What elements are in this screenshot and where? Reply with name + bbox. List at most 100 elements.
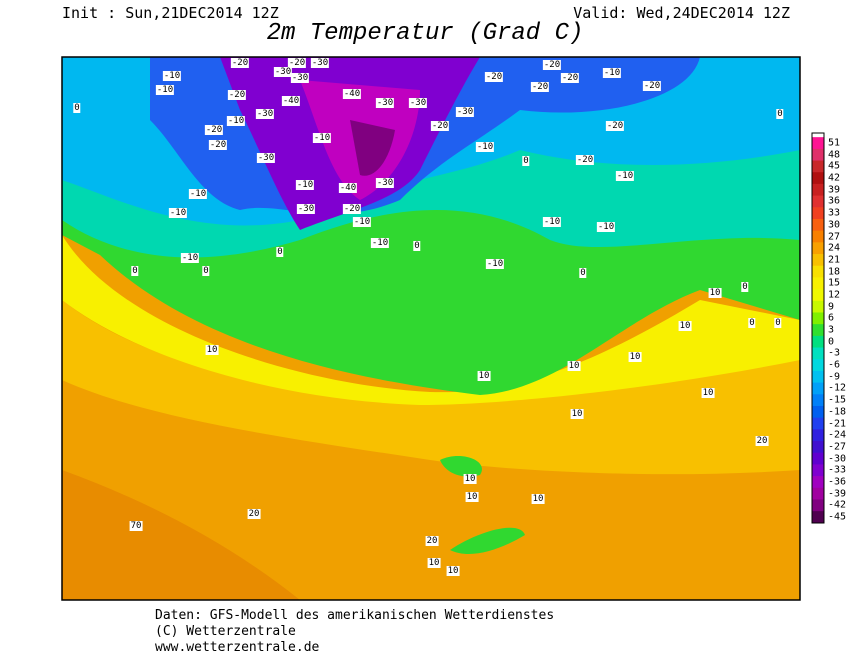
contour-label: 10 — [463, 474, 477, 484]
colorbar-label: 42 — [828, 172, 841, 184]
contour-label: -20 — [560, 73, 580, 83]
contour-label: -20 — [642, 81, 662, 91]
contour-label: -10 — [596, 222, 616, 232]
colorbar-band — [812, 160, 824, 173]
colorbar-band — [812, 265, 824, 278]
contour-label: -10 — [168, 208, 188, 218]
contour-label: -30 — [375, 178, 395, 188]
colorbar-label: 12 — [828, 289, 841, 301]
contour-label: 0 — [579, 268, 587, 278]
colorbar-band — [812, 195, 824, 208]
colorbar-band — [812, 370, 824, 384]
contour-label: -10 — [155, 85, 175, 95]
contour-label: -30 — [310, 58, 330, 68]
contour-label: -10 — [188, 189, 208, 199]
colorbar-band — [812, 335, 824, 349]
contour-label: -10 — [475, 142, 495, 152]
contour-label: 10 — [708, 288, 722, 298]
colorbar-band — [812, 242, 824, 255]
contour-label: -10 — [485, 259, 505, 269]
colorbar-label: 48 — [828, 149, 841, 161]
contour-label: 10 — [477, 371, 491, 381]
colorbar-label: 45 — [828, 160, 841, 172]
contour-label: 0 — [741, 282, 749, 292]
colorbar-band — [812, 405, 824, 419]
contour-label: 10 — [427, 558, 441, 568]
contour-label: 10 — [570, 409, 584, 419]
contour-label: -20 — [575, 155, 595, 165]
colorbar-band — [812, 230, 824, 243]
contour-label: -10 — [602, 68, 622, 78]
colorbar-label: -12 — [828, 382, 847, 394]
colorbar-label: 9 — [828, 301, 835, 313]
colorbar-label: -24 — [828, 429, 847, 441]
temperature-field — [62, 57, 800, 600]
colorbar-label: 36 — [828, 195, 841, 207]
contour-label: -10 — [312, 133, 332, 143]
contour-label: -20 — [227, 90, 247, 100]
colorbar-band — [812, 172, 824, 185]
colorbar-label: -18 — [828, 406, 847, 418]
colorbar-label: 51 — [828, 137, 841, 149]
colorbar-band — [812, 289, 824, 302]
colorbar-band — [812, 277, 824, 290]
contour-label: -20 — [208, 140, 228, 150]
contour-label: -30 — [256, 153, 276, 163]
contour-label: -10 — [295, 180, 315, 190]
contour-label: -10 — [370, 238, 390, 248]
colorbar-label: 33 — [828, 207, 841, 219]
colorbar-band — [812, 137, 824, 150]
colorbar-band — [812, 417, 824, 430]
colorbar-label: 0 — [828, 336, 835, 348]
colorbar-label: -9 — [828, 371, 841, 383]
contour-label: 10 — [628, 352, 642, 362]
contour-label: -30 — [375, 98, 395, 108]
colorbar-frame — [811, 132, 825, 524]
contour-label: -40 — [338, 183, 358, 193]
footer-line: Daten: GFS-Modell des amerikanischen Wet… — [155, 608, 555, 623]
contour-label: -10 — [352, 217, 372, 227]
contour-label: 0 — [131, 266, 139, 276]
colorbar-label: -3 — [828, 347, 841, 359]
footer-line: (C) Wetterzentrale — [155, 624, 296, 639]
contour-label: -20 — [605, 121, 625, 131]
contour-label: -20 — [342, 204, 362, 214]
contour-label: 0 — [776, 109, 784, 119]
contour-label: -20 — [287, 58, 307, 68]
contour-label: 20 — [425, 536, 439, 546]
colorbar-label: 21 — [828, 254, 841, 266]
colorbar-band — [812, 487, 824, 500]
contour-label: 10 — [678, 321, 692, 331]
colorbar-label: -6 — [828, 359, 841, 371]
contour-label: -30 — [408, 98, 428, 108]
colorbar-band — [812, 476, 824, 489]
contour-label: 0 — [748, 318, 756, 328]
contour-label: -20 — [230, 58, 250, 68]
colorbar-band — [812, 183, 824, 197]
colorbar-band — [812, 382, 824, 395]
contour-label: -20 — [542, 60, 562, 70]
contour-label: -10 — [180, 253, 200, 263]
contour-label: 0 — [774, 318, 782, 328]
colorbar-band — [812, 394, 824, 407]
colorbar-label: -27 — [828, 441, 847, 453]
colorbar-label: -30 — [828, 453, 847, 465]
colorbar-label: 18 — [828, 266, 841, 278]
colorbar-label: 30 — [828, 219, 841, 231]
colorbar-band — [812, 300, 824, 313]
contour-label: -10 — [162, 71, 182, 81]
contour-label: -30 — [290, 73, 310, 83]
contour-label: 0 — [276, 247, 284, 257]
contour-label: 10 — [531, 494, 545, 504]
init-time: Init : Sun,21DEC2014 12Z — [62, 4, 279, 22]
contour-label: -20 — [484, 72, 504, 82]
valid-time: Valid: Wed,24DEC2014 12Z — [573, 4, 790, 22]
colorbar-band — [812, 218, 824, 232]
colorbar-band — [812, 499, 824, 512]
colorbar-label: 24 — [828, 242, 841, 254]
contour-label: 10 — [567, 361, 581, 371]
colorbar-label: 27 — [828, 231, 841, 242]
contour-label: -20 — [530, 82, 550, 92]
contour-label: 0 — [413, 241, 421, 251]
